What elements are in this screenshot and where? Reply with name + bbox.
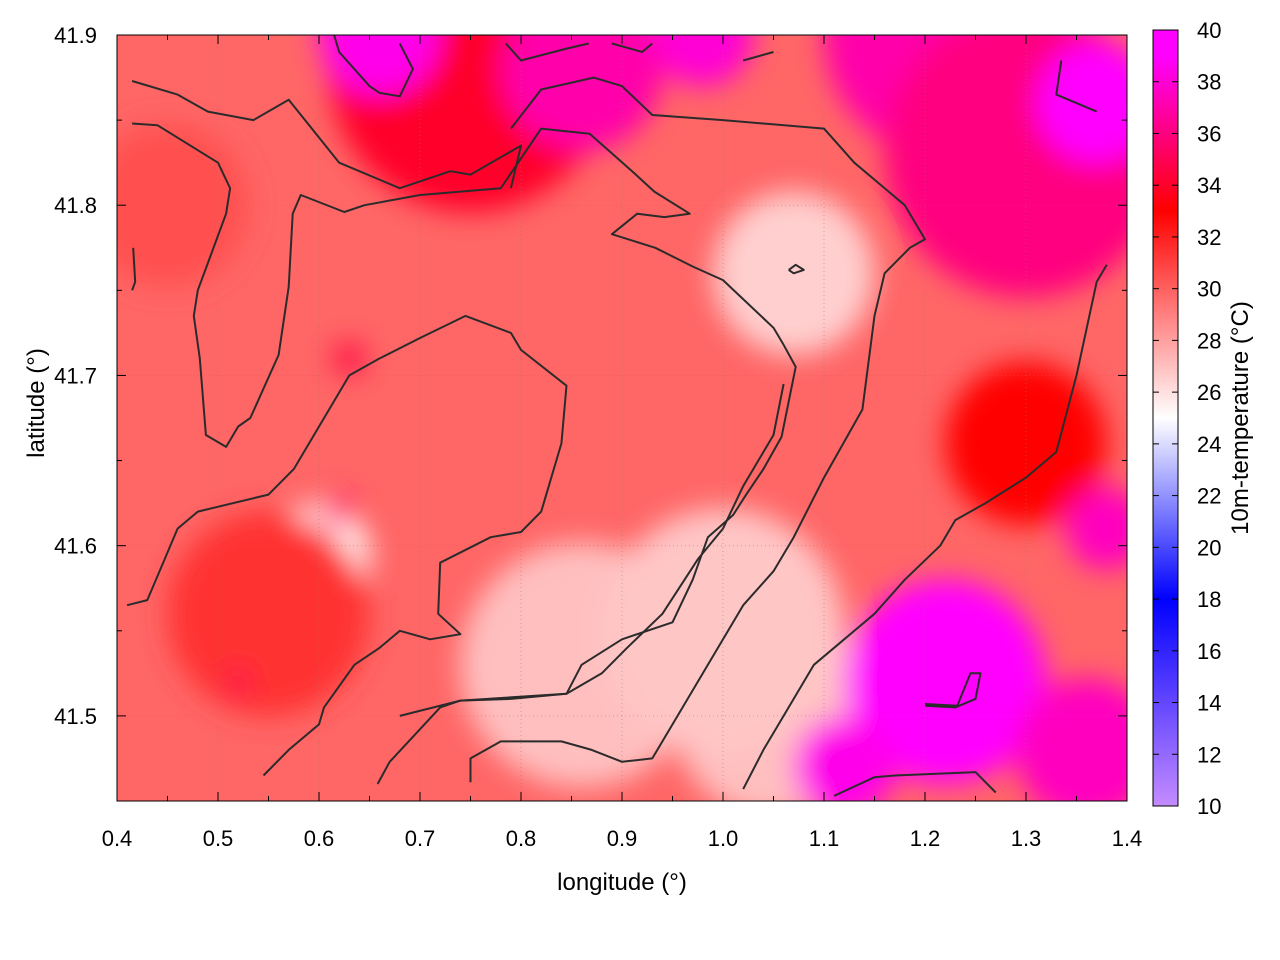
contour-line [742, 51, 774, 62]
colorbar-tick-label: 38 [1197, 70, 1221, 95]
colorbar-tick-label: 12 [1197, 742, 1221, 767]
contour-line [924, 672, 982, 709]
y-tick-label: 41.7 [54, 363, 97, 388]
temperature-region [601, 508, 845, 754]
y-axis-tick-labels: 41.5 41.6 41.7 41.8 41.9 [54, 23, 97, 729]
x-axis-tick-labels: 0.4 0.5 0.6 0.7 0.8 0.9 1.0 1.1 1.2 1.3 1.4 [102, 826, 1143, 851]
temperature-region [226, 669, 251, 695]
temperature-region [652, 35, 754, 87]
x-tick-label: 1.3 [1011, 826, 1042, 851]
colorbar-title: 10m-temperature (°C) [1227, 301, 1254, 535]
colorbar-tick-label: 30 [1197, 277, 1221, 302]
axis-ticks [116, 34, 1128, 801]
y-tick-label: 41.5 [54, 704, 97, 729]
colorbar-tick-label: 36 [1197, 121, 1221, 146]
colorbar-tick-label: 28 [1197, 328, 1221, 353]
grid [117, 35, 1127, 801]
x-tick-label: 1.4 [1112, 826, 1143, 851]
colorbar-tick-label: 34 [1197, 173, 1221, 198]
temperature-region [1066, 487, 1127, 570]
contour-line [131, 80, 522, 190]
x-tick-label: 0.4 [102, 826, 133, 851]
colorbar-tick-label: 16 [1197, 639, 1221, 664]
x-axis-title: longitude (°) [557, 869, 687, 896]
temperature-region [324, 496, 355, 527]
contour-line [132, 122, 797, 717]
colorbar-tick-labels: 10 12 14 16 18 20 22 24 26 28 30 32 34 36 38 40 [1197, 18, 1221, 819]
colorbar-tick-label: 14 [1197, 691, 1221, 716]
colorbar [1152, 29, 1179, 807]
y-tick-label: 41.8 [54, 193, 97, 218]
colorbar-tick-label: 24 [1197, 432, 1221, 457]
temperature-region [1015, 678, 1127, 801]
y-axis-title: latitude (°) [23, 348, 50, 458]
temperature-region [167, 511, 370, 716]
x-tick-label: 0.7 [405, 826, 436, 851]
colorbar-tick-label: 10 [1197, 794, 1221, 819]
colorbar-ticks [1153, 29, 1178, 807]
contour-line [131, 247, 137, 291]
temperature-region [117, 123, 249, 287]
contour-line [333, 35, 414, 98]
plot-area [117, 35, 1127, 801]
colorbar-tick-label: 26 [1197, 380, 1221, 405]
contour-line [742, 264, 1108, 790]
temperature-region [319, 35, 441, 97]
contour-line [788, 263, 805, 275]
contour-line [469, 76, 926, 783]
colorbar-tick-label: 20 [1197, 535, 1221, 560]
x-tick-label: 1.0 [708, 826, 739, 851]
contour-line [833, 771, 997, 797]
x-tick-label: 0.8 [506, 826, 537, 851]
contour-line [611, 42, 653, 53]
x-tick-label: 0.9 [607, 826, 638, 851]
colorbar-tick-label: 22 [1197, 484, 1221, 509]
x-tick-label: 0.6 [304, 826, 335, 851]
x-tick-label: 1.2 [910, 826, 941, 851]
contour-line [505, 42, 589, 62]
colorbar-tick-label: 40 [1197, 18, 1221, 43]
y-tick-label: 41.6 [54, 534, 97, 559]
temperature-region [844, 579, 1047, 784]
x-tick-label: 1.1 [809, 826, 840, 851]
contour-lines [126, 35, 1108, 797]
colorbar-tick-label: 32 [1197, 225, 1221, 250]
contour-line [376, 383, 785, 785]
contour-line [126, 314, 568, 777]
temperature-region [793, 715, 895, 801]
y-tick-label: 41.9 [54, 23, 97, 48]
x-tick-label: 0.5 [203, 826, 234, 851]
temperature-region [1036, 41, 1127, 165]
contour-line [1055, 60, 1098, 113]
colorbar-tick-label: 18 [1197, 587, 1221, 612]
temperature-region [334, 343, 365, 374]
